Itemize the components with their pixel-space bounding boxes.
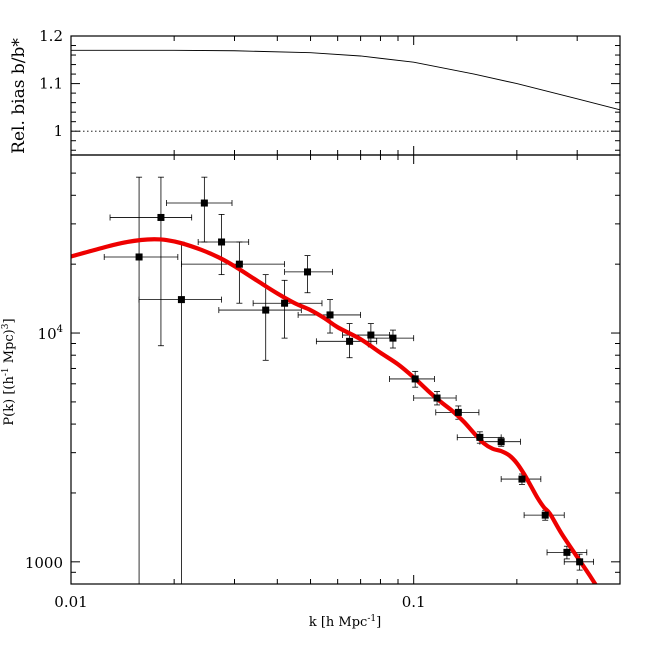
xlabel-end: ] bbox=[376, 615, 381, 630]
bias-panel: 1 1.1 1.2 Rel. bias b/b* bbox=[9, 27, 621, 156]
power-spectrum-ytick-labels: 1000 104 bbox=[25, 324, 63, 572]
pk-errorbar bbox=[109, 176, 193, 347]
pk-data-point bbox=[563, 548, 571, 556]
power-spectrum-points bbox=[135, 199, 584, 566]
bias-ytick-label: 1.2 bbox=[39, 27, 63, 45]
power-spectrum-xtick-labels: 0.01 0.1 bbox=[54, 593, 425, 611]
pk-data-point bbox=[262, 306, 270, 314]
pk-data-point bbox=[476, 433, 484, 441]
pk-data-point bbox=[218, 238, 226, 246]
pk-ytick-label: 104 bbox=[38, 324, 63, 343]
power-spectrum-frame bbox=[70, 154, 621, 585]
bias-panel-ticks bbox=[70, 35, 621, 155]
pk-data-point bbox=[157, 213, 165, 221]
bias-ytick-label: 1.1 bbox=[39, 75, 63, 93]
power-spectrum-ylabel: P(k) [(h-1 Mpc)3] bbox=[1, 318, 17, 425]
pk-errorbar bbox=[138, 241, 222, 584]
bias-ytick-label: 1 bbox=[53, 122, 63, 140]
pk-xtick-label: 0.01 bbox=[54, 593, 87, 611]
pk-data-point bbox=[389, 334, 397, 342]
pk-xtick-label: 0.1 bbox=[402, 593, 426, 611]
relative-bias-line bbox=[71, 49, 621, 111]
ylabel-superscript-1: -1 bbox=[1, 367, 11, 376]
xlabel-superscript: -1 bbox=[367, 614, 376, 624]
bias-panel-frame bbox=[70, 35, 621, 156]
pk-data-point bbox=[576, 558, 584, 566]
power-spectrum-xlabel: k [h Mpc-1] bbox=[309, 614, 381, 630]
pk-ytick-label: 1000 bbox=[25, 554, 63, 572]
pk-data-point bbox=[235, 260, 243, 268]
power-spectrum-errorbars bbox=[103, 176, 595, 584]
pk-data-point bbox=[497, 438, 505, 446]
pk-data-point bbox=[177, 296, 185, 304]
ylabel-superscript-2: 3 bbox=[1, 323, 11, 329]
bias-panel-ylabel: Rel. bias b/b* bbox=[9, 38, 29, 154]
pk-data-point bbox=[411, 375, 419, 383]
bias-panel-ytick-labels: 1 1.1 1.2 bbox=[39, 27, 63, 140]
pk-data-point bbox=[518, 475, 526, 483]
pk-data-point bbox=[135, 253, 143, 261]
xlabel-main: k [h Mpc bbox=[309, 615, 368, 630]
pk-errorbar bbox=[181, 241, 285, 304]
pk-data-point bbox=[281, 299, 289, 307]
pk-data-point bbox=[367, 331, 375, 339]
power-spectrum-ticks bbox=[70, 154, 621, 585]
pk-data-point bbox=[304, 268, 312, 276]
ylabel-main: P(k) [(h bbox=[2, 376, 17, 426]
pk-data-point bbox=[454, 408, 462, 416]
ylabel-mid: Mpc) bbox=[2, 329, 17, 367]
pk-errorbar bbox=[218, 274, 302, 361]
pk-data-point bbox=[433, 394, 441, 402]
model-power-spectrum-curve bbox=[71, 237, 598, 584]
pk-errorbar bbox=[166, 176, 233, 243]
pk-data-point bbox=[346, 337, 354, 345]
pk-data-point bbox=[200, 199, 208, 207]
pk-data-point bbox=[541, 511, 549, 519]
ylabel-end: ] bbox=[2, 318, 17, 323]
pk-data-point bbox=[326, 311, 334, 319]
